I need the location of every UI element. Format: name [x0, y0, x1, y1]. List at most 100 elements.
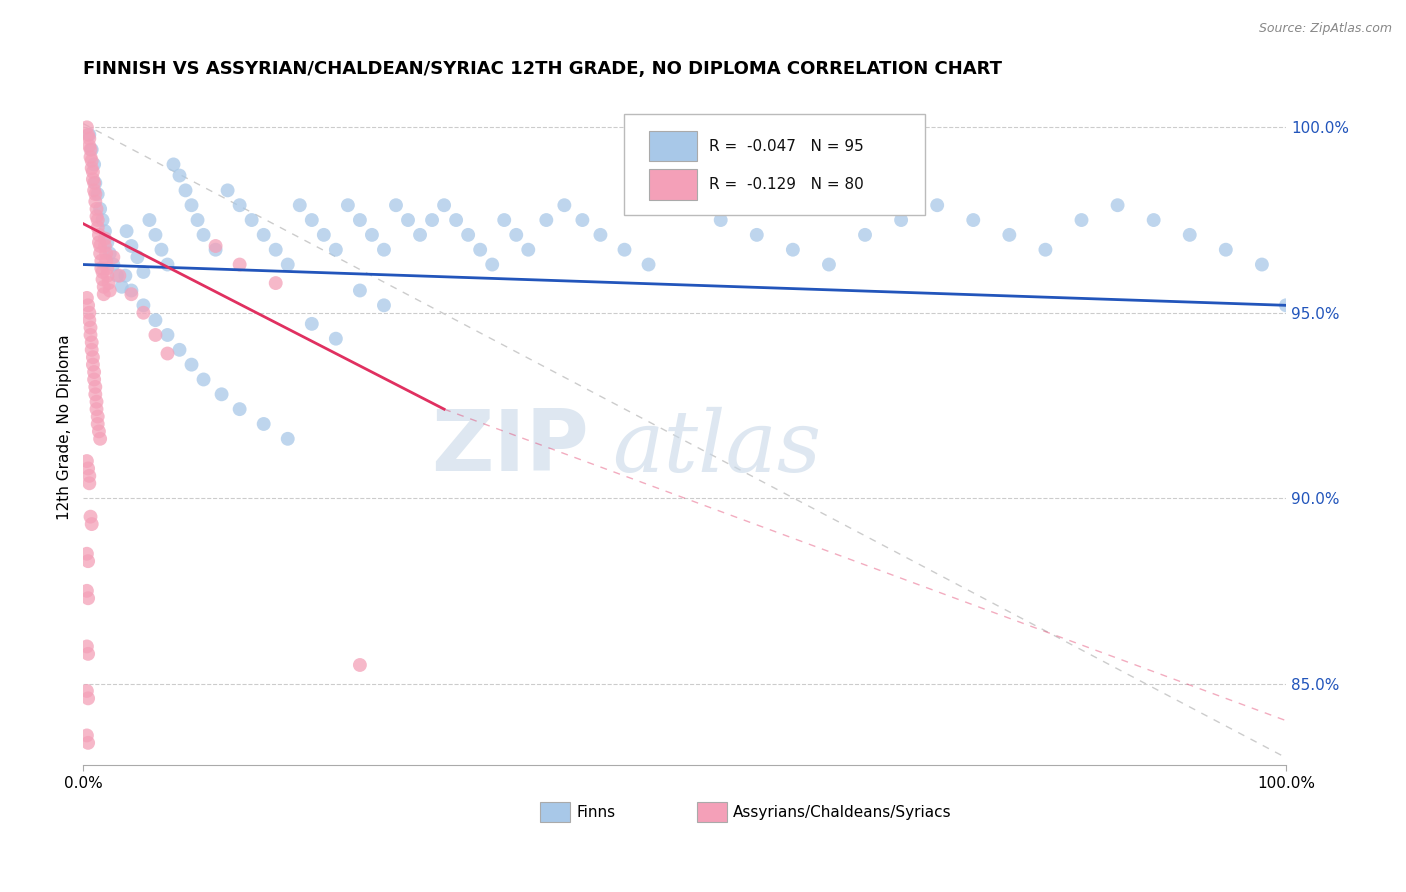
Point — [536, 213, 558, 227]
Point — [361, 227, 384, 242]
Point — [1070, 213, 1092, 227]
Point — [132, 265, 155, 279]
Point — [96, 268, 118, 283]
Point — [79, 328, 101, 343]
Point — [83, 183, 105, 197]
Point — [79, 509, 101, 524]
Y-axis label: 12th Grade, No Diploma: 12th Grade, No Diploma — [58, 334, 72, 521]
Point — [385, 198, 408, 212]
Point — [470, 243, 492, 257]
Point — [103, 258, 125, 272]
Point — [82, 172, 104, 186]
Point — [325, 243, 347, 257]
Point — [710, 213, 733, 227]
Point — [120, 287, 142, 301]
Point — [79, 143, 101, 157]
Point — [325, 332, 347, 346]
Text: ZIP: ZIP — [430, 407, 589, 490]
Text: atlas: atlas — [613, 407, 821, 490]
Text: Source: ZipAtlas.com: Source: ZipAtlas.com — [1258, 22, 1392, 36]
Point — [76, 291, 98, 305]
Point — [145, 328, 167, 343]
Point — [93, 280, 115, 294]
Point — [80, 517, 103, 532]
Point — [637, 258, 659, 272]
Point — [162, 157, 184, 171]
Point — [818, 258, 841, 272]
Bar — [540, 802, 571, 822]
Point — [396, 213, 419, 227]
Point — [86, 402, 108, 417]
Point — [1275, 298, 1298, 312]
Point — [83, 365, 105, 379]
Point — [87, 409, 110, 424]
Point — [76, 640, 98, 654]
Point — [108, 268, 131, 283]
Point — [91, 272, 114, 286]
Point — [193, 227, 215, 242]
Point — [79, 306, 101, 320]
Point — [91, 213, 114, 227]
Point — [79, 476, 101, 491]
Point — [253, 227, 276, 242]
Point — [84, 387, 107, 401]
Point — [94, 253, 117, 268]
Point — [228, 198, 250, 212]
Point — [111, 280, 134, 294]
Point — [79, 128, 101, 142]
Text: Assyrians/Chaldeans/Syriacs: Assyrians/Chaldeans/Syriacs — [733, 805, 952, 820]
Point — [79, 150, 101, 164]
Point — [87, 213, 110, 227]
Point — [277, 258, 299, 272]
Text: R =  -0.047   N = 95: R = -0.047 N = 95 — [709, 139, 863, 153]
Point — [89, 246, 111, 260]
Point — [84, 187, 107, 202]
Point — [613, 243, 636, 257]
Point — [927, 198, 949, 212]
Point — [79, 139, 101, 153]
Point — [264, 243, 287, 257]
Point — [77, 298, 100, 312]
Point — [228, 258, 250, 272]
Point — [457, 227, 479, 242]
Point — [96, 261, 118, 276]
Point — [494, 213, 516, 227]
Point — [180, 358, 202, 372]
Point — [77, 554, 100, 568]
Point — [127, 250, 149, 264]
Point — [156, 328, 179, 343]
Point — [745, 227, 768, 242]
Point — [84, 194, 107, 209]
Point — [77, 128, 100, 142]
Point — [673, 198, 696, 212]
Point — [349, 213, 371, 227]
Point — [589, 227, 612, 242]
Point — [150, 243, 173, 257]
Point — [264, 276, 287, 290]
Text: R =  -0.129   N = 80: R = -0.129 N = 80 — [709, 178, 863, 193]
Point — [76, 454, 98, 468]
Point — [98, 246, 121, 260]
Point — [97, 276, 120, 290]
Point — [312, 227, 335, 242]
Point — [517, 243, 540, 257]
Point — [373, 243, 395, 257]
Point — [87, 220, 110, 235]
Point — [114, 268, 136, 283]
Point — [89, 202, 111, 216]
Point — [1251, 258, 1274, 272]
Point — [82, 358, 104, 372]
Point — [174, 183, 197, 197]
Point — [211, 387, 233, 401]
Point — [120, 239, 142, 253]
Point — [1215, 243, 1237, 257]
Point — [83, 157, 105, 171]
Point — [98, 284, 121, 298]
Point — [94, 231, 117, 245]
Point — [80, 153, 103, 168]
Point — [1178, 227, 1201, 242]
Point — [77, 461, 100, 475]
Point — [94, 239, 117, 253]
Point — [1035, 243, 1057, 257]
Text: FINNISH VS ASSYRIAN/CHALDEAN/SYRIAC 12TH GRADE, NO DIPLOMA CORRELATION CHART: FINNISH VS ASSYRIAN/CHALDEAN/SYRIAC 12TH… — [83, 60, 1002, 78]
